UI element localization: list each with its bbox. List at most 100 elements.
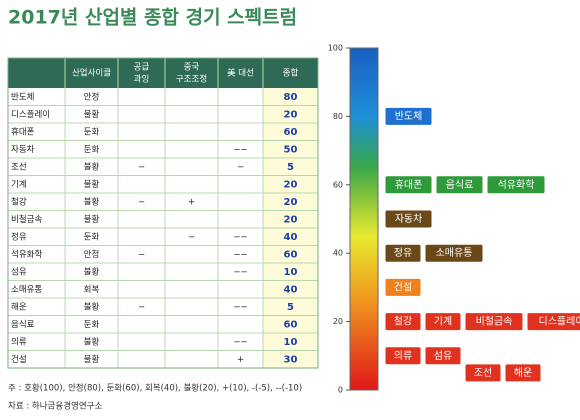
industry-label: 휴대폰 <box>395 179 423 191</box>
industry-label: 디스플레이 <box>539 316 580 328</box>
industry-label: 반도체 <box>395 110 423 122</box>
total-cell: 60 <box>284 249 298 260</box>
table-cell: − <box>138 250 145 260</box>
table-cell: − <box>138 162 145 172</box>
table-cell: + <box>188 197 195 207</box>
table-cell: 불황 <box>84 336 100 347</box>
table-cell: 불황 <box>84 109 100 120</box>
y-tick-label: 80 <box>333 112 343 121</box>
table-border <box>7 57 319 369</box>
total-cell: 50 <box>284 144 298 155</box>
total-cell: 20 <box>284 109 298 120</box>
y-tick-label: 60 <box>333 180 343 189</box>
industry-box <box>384 209 433 229</box>
table-cell: 둔화 <box>84 320 100 330</box>
industry-label: 소매유통 <box>436 247 473 259</box>
table-cell: 철강 <box>11 196 27 207</box>
table-cell: 조선 <box>11 162 27 172</box>
table-cell: 음식료 <box>11 320 35 330</box>
header-cell: 공급 <box>134 63 150 73</box>
y-tick-label: 100 <box>328 44 343 53</box>
y-tick-label: 0 <box>338 386 343 395</box>
total-cell: 20 <box>284 214 298 225</box>
table-cell: 불황 <box>84 301 100 312</box>
title: 2017년 산업별 종합 경기 스펙트럼 <box>8 7 297 29</box>
total-cell: 40 <box>284 232 298 243</box>
industry-box <box>384 243 422 263</box>
table-cell: − <box>188 232 195 242</box>
industry-label: 비철금속 <box>476 316 513 328</box>
total-cell: 60 <box>284 127 298 138</box>
table-cell: 소매유통 <box>11 285 42 295</box>
table-cell: 섬유 <box>11 266 27 277</box>
industry-label: 정유 <box>394 247 412 259</box>
table-cell: 불황 <box>84 179 100 190</box>
table-cell: 기계 <box>11 179 27 190</box>
table-cell: 불황 <box>84 214 100 225</box>
table-cell: 불황 <box>84 161 100 172</box>
table-cell: −− <box>233 337 247 347</box>
header-cell: 美 대선 <box>227 68 254 79</box>
industry-label: 조선 <box>474 367 492 379</box>
industry-label: 철강 <box>394 316 412 328</box>
industry-box <box>486 175 546 195</box>
table-cell: 건설 <box>11 354 27 365</box>
total-cell: 5 <box>287 162 294 173</box>
table-cell: 불황 <box>84 354 100 365</box>
total-cell: 80 <box>284 92 298 103</box>
industry-label: 자동차 <box>395 213 423 225</box>
total-cell: 20 <box>284 197 298 208</box>
industry-box <box>526 312 580 332</box>
table-cell: −− <box>233 302 247 312</box>
industry-label: 음식료 <box>446 179 474 191</box>
total-cell: 20 <box>284 179 298 190</box>
table-cell: 불황 <box>84 266 100 277</box>
table-cell: 의류 <box>11 336 27 347</box>
note: 자료 : 하나금융경영연구소 <box>8 401 102 412</box>
table-cell: −− <box>233 232 247 242</box>
table-cell: − <box>138 197 145 207</box>
table-cell: + <box>237 355 244 365</box>
industry-box <box>384 277 422 297</box>
industry-box <box>464 363 502 383</box>
table-cell: 비철금속 <box>11 214 42 225</box>
total-cell: 40 <box>284 284 298 295</box>
table-cell: −− <box>233 250 247 260</box>
industry-label: 석유화학 <box>498 179 535 191</box>
table-cell: 석유화학 <box>11 249 42 260</box>
industry-box <box>384 175 433 195</box>
header-cell: 구조조정 <box>176 74 207 85</box>
table-cell: 둔화 <box>84 127 100 137</box>
header-cell: 중국 <box>184 63 200 73</box>
industry-label: 섬유 <box>434 350 452 362</box>
table-cell: −− <box>233 267 247 277</box>
industry-box <box>424 243 484 263</box>
table-cell: 둔화 <box>84 145 100 155</box>
table-cell: 안정 <box>84 91 100 102</box>
y-tick-label: 40 <box>333 249 343 258</box>
industry-label: 의류 <box>394 350 412 362</box>
table-header-bg <box>8 58 318 88</box>
table-cell: 회복 <box>84 285 100 295</box>
industry-box <box>384 106 433 126</box>
table-cell: − <box>237 162 244 172</box>
total-cell: 60 <box>284 319 298 330</box>
table-cell: 자동차 <box>11 145 35 155</box>
total-cell: 30 <box>284 354 298 365</box>
table-cell: 둔화 <box>84 232 100 242</box>
industry-box <box>435 175 484 195</box>
table-cell: 반도체 <box>11 91 34 102</box>
table-cell: −− <box>233 145 247 155</box>
total-cell: 10 <box>284 337 298 348</box>
total-cell: 5 <box>287 302 294 313</box>
y-tick-label: 20 <box>333 317 343 326</box>
industry-label: 해운 <box>514 366 532 379</box>
table-cell: − <box>138 302 145 312</box>
note: 주 : 호황(100), 안정(80), 둔화(60), 회복(40), 불황(… <box>8 383 302 394</box>
table-cell: 해운 <box>11 302 27 312</box>
total-cell: 10 <box>284 267 298 278</box>
table-cell: 불황 <box>84 196 100 207</box>
industry-label: 건설 <box>394 281 412 293</box>
header-cell: 과잉 <box>134 74 150 85</box>
header-cell: 종합 <box>283 69 299 79</box>
